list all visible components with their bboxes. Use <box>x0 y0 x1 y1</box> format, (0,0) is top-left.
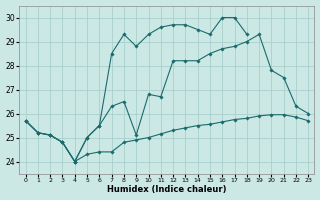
X-axis label: Humidex (Indice chaleur): Humidex (Indice chaleur) <box>107 185 227 194</box>
